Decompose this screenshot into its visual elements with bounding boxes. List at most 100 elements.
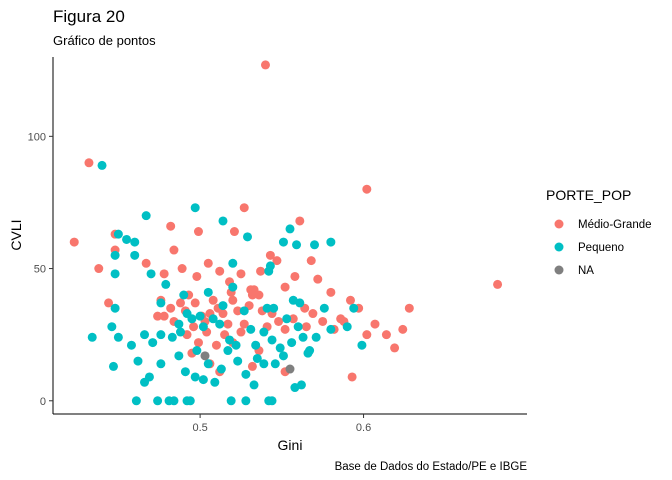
data-point-pequeno <box>233 356 243 366</box>
data-point-medio-grande <box>370 319 380 329</box>
data-point-medio-grande <box>274 316 284 326</box>
data-point-pequeno <box>357 340 367 350</box>
data-point-pequeno <box>259 327 269 337</box>
data-point-pequeno <box>133 356 143 366</box>
data-point-pequeno <box>278 237 288 247</box>
data-point-pequeno <box>110 303 120 313</box>
data-point-pequeno <box>130 237 140 247</box>
data-point-medio-grande <box>84 158 94 168</box>
data-point-pequeno <box>130 250 140 260</box>
data-point-pequeno <box>113 332 123 342</box>
data-point-pequeno <box>285 224 295 234</box>
data-point-medio-grande <box>69 237 79 247</box>
data-point-medio-grande <box>265 250 275 260</box>
data-point-pequeno <box>107 322 117 332</box>
data-point-medio-grande <box>218 309 228 319</box>
y-tick-label: 0 <box>40 396 46 408</box>
data-point-medio-grande <box>254 290 264 300</box>
data-point-pequeno <box>185 396 195 406</box>
data-point-pequeno <box>190 203 200 213</box>
data-point-medio-grande <box>247 361 257 371</box>
data-point-pequeno <box>195 311 205 321</box>
data-point-medio-grande <box>301 322 311 332</box>
data-point-medio-grande <box>256 266 266 276</box>
data-point-medio-grande <box>166 221 176 231</box>
data-point-medio-grande <box>192 271 202 281</box>
data-point-medio-grande <box>239 203 249 213</box>
data-point-pequeno <box>264 266 274 276</box>
data-point-pequeno <box>156 359 166 369</box>
data-point-medio-grande <box>290 271 300 281</box>
legend-key <box>554 265 564 275</box>
data-point-pequeno <box>269 303 279 313</box>
data-point-medio-grande <box>104 298 114 308</box>
data-point-pequeno <box>218 301 228 311</box>
data-point-medio-grande <box>215 266 225 276</box>
data-point-medio-grande <box>272 256 282 266</box>
data-point-pequeno <box>156 330 166 340</box>
x-tick-label: 0.6 <box>356 422 371 434</box>
data-point-pequeno <box>241 369 251 379</box>
data-point-medio-grande <box>295 216 305 226</box>
data-point-pequeno <box>122 234 132 244</box>
data-point-pequeno <box>144 372 154 382</box>
data-point-medio-grande <box>362 184 372 194</box>
data-point-medio-grande <box>208 295 218 305</box>
data-point-pequeno <box>175 327 185 337</box>
y-axis-title: CVLI <box>8 219 24 250</box>
data-point-na <box>200 351 210 361</box>
data-point-medio-grande <box>308 309 318 319</box>
data-point-medio-grande <box>404 303 414 313</box>
data-point-pequeno <box>87 332 97 342</box>
data-point-medio-grande <box>345 295 355 305</box>
data-point-pequeno <box>148 338 158 348</box>
data-point-medio-grande <box>313 274 323 284</box>
data-point-pequeno <box>239 306 249 316</box>
data-point-pequeno <box>131 396 141 406</box>
data-point-pequeno <box>292 240 302 250</box>
data-point-medio-grande <box>169 245 179 255</box>
data-point-pequeno <box>216 364 226 374</box>
data-point-pequeno <box>141 211 151 221</box>
data-point-pequeno <box>278 351 288 361</box>
data-point-pequeno <box>97 160 107 170</box>
data-point-medio-grande <box>236 269 246 279</box>
data-point-pequeno <box>169 396 179 406</box>
data-point-medio-grande <box>153 311 163 321</box>
data-point-medio-grande <box>326 287 336 297</box>
data-point-pequeno <box>228 258 238 268</box>
legend: PORTE_POP Médio-Grande Pequeno NA <box>546 187 652 277</box>
data-point-medio-grande <box>493 279 503 289</box>
data-point-medio-grande <box>175 298 185 308</box>
data-point-medio-grande <box>228 295 238 305</box>
data-point-pequeno <box>267 396 277 406</box>
data-point-pequeno <box>180 367 190 377</box>
data-point-medio-grande <box>362 330 372 340</box>
data-point-pequeno <box>310 240 320 250</box>
data-point-pequeno <box>226 396 236 406</box>
data-point-pequeno <box>241 396 251 406</box>
data-point-pequeno <box>270 359 280 369</box>
data-point-pequeno <box>326 237 336 247</box>
legend-key <box>554 219 564 229</box>
legend-title: PORTE_POP <box>546 187 631 203</box>
data-point-medio-grande <box>239 319 249 329</box>
data-point-pequeno <box>156 298 166 308</box>
data-point-pequeno <box>218 216 228 226</box>
data-point-medio-grande <box>211 340 221 350</box>
legend-label: Pequeno <box>578 242 624 254</box>
data-point-pequeno <box>198 375 208 385</box>
data-point-pequeno <box>259 359 269 369</box>
data-point-pequeno <box>153 396 163 406</box>
data-point-pequeno <box>342 322 352 332</box>
data-point-pequeno <box>215 319 225 329</box>
data-point-pequeno <box>187 314 197 324</box>
data-point-pequeno <box>231 340 241 350</box>
points-layer <box>69 60 503 406</box>
data-point-medio-grande <box>390 343 400 353</box>
data-point-medio-grande <box>233 306 243 316</box>
y-tick-label: 100 <box>28 131 46 143</box>
data-point-pequeno <box>275 343 285 353</box>
data-point-pequeno <box>113 229 123 239</box>
